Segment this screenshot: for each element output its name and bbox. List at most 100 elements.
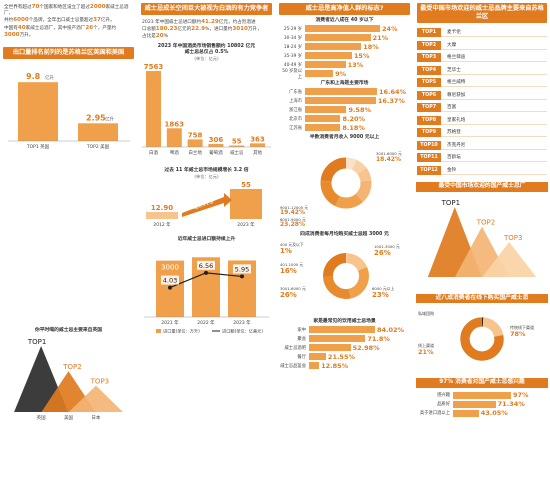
donut-value: 23.28% <box>280 221 305 226</box>
growth-bar <box>146 211 178 219</box>
triangle-top-label: TOP2 <box>476 218 495 226</box>
brand-rank-row: TOP4 芝华士 <box>417 64 547 76</box>
venue-title: 家是最常见的饮用威士忌场景 <box>313 319 376 324</box>
brand-rank-row: TOP6 尊尼获加 <box>417 89 547 101</box>
donut-label: 线上渠道 <box>418 342 434 348</box>
intro-number: 40 <box>17 24 26 31</box>
donut-value: 18.42% <box>376 156 401 163</box>
brand-rank-row: TOP11 百龄坛 <box>417 152 547 164</box>
growth-unit: (单位：亿元) <box>194 173 219 179</box>
hbar-value: 15% <box>353 51 370 60</box>
hbar-label: 25-29 岁 <box>283 26 302 32</box>
intro-number: 26 <box>85 24 94 31</box>
hbar-row: 上海市 16.37% <box>276 96 413 105</box>
growth-bar-value: 12.90 <box>151 204 173 212</box>
donut-value: 19.42% <box>280 209 305 216</box>
export-bar <box>78 123 118 142</box>
growth-title: 过去 11 年威士忌市场规模增长 3.2 倍 <box>164 167 249 173</box>
triangle-category-label: 美国 <box>64 414 73 421</box>
hbar-value: 8.20% <box>342 114 366 123</box>
hbar-value: 84.02% <box>377 325 405 334</box>
brand-name: 芝华士 <box>441 66 547 75</box>
hbar-bar <box>305 25 380 32</box>
hbar-bar <box>305 97 376 104</box>
hbar-bar <box>309 353 326 360</box>
venue-bar-chart: 家中 84.02% 聚会 71.8% 威士忌酒吧 52.98% 餐厅 21.55% 威士忌品鉴会… <box>276 325 413 370</box>
brand-name: 格兰威特 <box>441 78 547 88</box>
hbar-label: 30-34 岁 <box>283 35 302 41</box>
legend-amount: 进口额(单位：亿美元) <box>222 327 263 334</box>
hbar-bar <box>309 362 320 369</box>
donut-slice <box>320 157 347 183</box>
export-bar-unit: 亿升 <box>105 115 114 122</box>
hbar-row: 威士忌品鉴会 12.85% <box>276 361 413 370</box>
hbar-value: 8.18% <box>342 123 365 132</box>
intro-text: 亿元的 <box>177 27 192 33</box>
brand-name: 尊尼获加 <box>441 91 547 100</box>
donut-label: 私域团购 <box>418 310 434 316</box>
income-donut-chart: 3000 元及以下6.48%20000 元以上8.22%15001-20000元… <box>280 71 406 228</box>
triangle-top-label: TOP1 <box>441 199 460 207</box>
hbar-row: 30-34 岁 21% <box>276 33 413 42</box>
col2-intro: 2023 年中国威士忌进口额约41.29亿元，约占烈酒进 口总额180.23亿元… <box>138 15 275 41</box>
import-bar-label: 2023 年 <box>233 319 251 326</box>
intro-text: 亿元，约占烈酒进 <box>218 20 256 25</box>
hbar-row: 威士忌酒吧 52.98% <box>276 343 413 352</box>
donut-label: 传统线下渠道 <box>510 324 534 330</box>
column-3: 威士忌是高净值人群的标志? 消费者近八成在 40 岁以下 25-29 岁 24% 3… <box>276 0 413 483</box>
sales-bar-label: 啤酒 <box>170 149 179 156</box>
brand-name: 百富 <box>441 103 547 113</box>
intro-text: 家威士忌酒厂，其中投产酒厂 <box>25 25 86 31</box>
intro-text: 个，产量约 <box>93 25 117 31</box>
brand-rank-row: TOP5 格兰威特 <box>417 77 547 89</box>
hbar-bar <box>309 344 351 351</box>
hbar-value: 71.34% <box>497 400 525 408</box>
intro-number: 37 <box>93 17 101 24</box>
interest-bar-chart: 感兴趣 97% 品质好 71.34% 高于进口酒以上 43.05% <box>414 391 550 418</box>
sales-bar <box>208 143 224 147</box>
brand-rank-badge: TOP2 <box>417 40 441 50</box>
hbar-label: 上海市 <box>289 98 302 104</box>
import-bar-value: 3000 <box>161 263 179 271</box>
donut-slice <box>323 275 351 299</box>
import-amount-value: 5.95 <box>235 265 249 273</box>
donut-slice <box>482 317 504 338</box>
sales-bar <box>166 127 182 147</box>
brand-rank-badge: TOP5 <box>417 78 441 88</box>
intro-text: % <box>163 34 168 40</box>
donut-slice <box>346 253 368 272</box>
hbar-label: 高于进口酒以上 <box>419 411 450 416</box>
brand-name: 皇家礼炮 <box>441 116 547 125</box>
donut-slice <box>460 317 504 361</box>
brand-name: 麦卡伦 <box>441 28 547 38</box>
domestic-triangle-chart: TOP1 TOP2 TOP3 <box>427 199 537 277</box>
donut-label: 9001-12000 元 <box>280 205 308 210</box>
donut-slice <box>335 193 363 209</box>
hbar-row: 广东省 16.64% <box>276 87 413 96</box>
hbar-label: 威士忌品鉴会 <box>280 363 306 369</box>
hbar-value: 97% <box>513 391 529 399</box>
brand-name: 大摩 <box>441 41 547 50</box>
triangle-top-label: TOP3 <box>503 234 522 242</box>
intro-number: 180.23 <box>155 26 178 33</box>
hbar-value: 21% <box>372 33 389 42</box>
intro-number: 2000 <box>89 4 106 10</box>
hbar-bar <box>305 70 334 77</box>
brand-rank-badge: TOP3 <box>417 53 441 63</box>
brand-name: 金铃 <box>441 166 547 175</box>
spend-title: 四成消费者每月均购买威士忌超 3000 元 <box>300 232 389 237</box>
hbar-bar <box>305 61 346 68</box>
income-title: 半数消费者月收入 9000 元以上 <box>309 135 380 140</box>
col3-header: 威士忌是高净值人群的标志? <box>279 3 410 15</box>
brand-rank-row: TOP9 苏格登 <box>417 127 547 139</box>
sales-bar-value: 7563 <box>144 63 164 71</box>
export-bar <box>18 82 58 142</box>
hbar-row: 18-24 岁 18% <box>276 42 413 51</box>
intent-title: 近八成消费者在线下购买国产威士忌 <box>416 293 548 303</box>
brand-rank-badge: TOP4 <box>417 65 441 75</box>
column-1: 全世界有超过70个国家和地区设立了超过2000家威士忌酒厂， 共约6000个品牌… <box>0 0 137 483</box>
hbar-label: 聚会 <box>297 336 306 342</box>
donut-value: 78% <box>510 330 526 338</box>
